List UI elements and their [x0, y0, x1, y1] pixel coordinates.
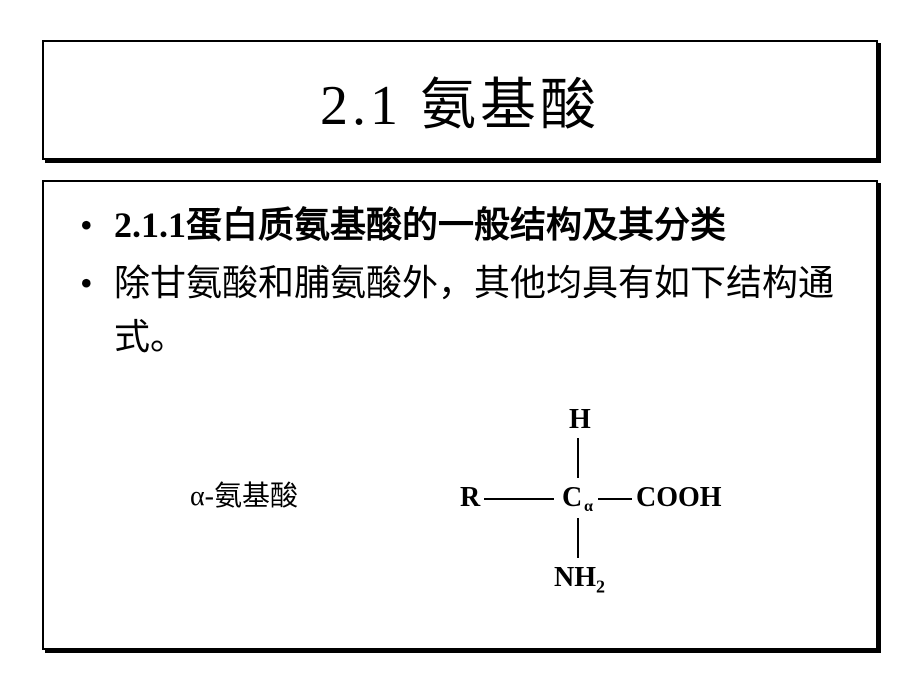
- nh2-main: NH: [554, 562, 596, 593]
- alpha-amino-acid-label: α-氨基酸: [190, 474, 298, 514]
- chem-c-alpha-sub: α: [584, 498, 593, 516]
- bullet-dot: •: [80, 198, 114, 252]
- diagram-area: α-氨基酸 H R C α COOH NH2: [80, 392, 840, 612]
- content-box: • 2.1.1蛋白质氨基酸的一般结构及其分类 • 除甘氨酸和脯氨酸外，其他均具有…: [42, 180, 878, 650]
- chem-r-group: R: [460, 482, 480, 514]
- chem-c-alpha: C: [562, 482, 582, 514]
- nh2-sub: 2: [596, 577, 605, 597]
- bond-right: [598, 498, 632, 500]
- bullet-dot: •: [80, 256, 114, 310]
- bullet-row-1: • 2.1.1蛋白质氨基酸的一般结构及其分类: [80, 198, 840, 252]
- bullet-1-text: 2.1.1蛋白质氨基酸的一般结构及其分类: [114, 198, 840, 252]
- amino-acid-structure: H R C α COOH NH2: [460, 404, 730, 594]
- bond-top: [577, 438, 579, 478]
- chem-nh2: NH2: [554, 562, 605, 598]
- bond-left: [484, 498, 554, 500]
- chem-cooh: COOH: [636, 482, 722, 514]
- title-box: 2.1 氨基酸: [42, 40, 878, 160]
- chem-h-top: H: [569, 404, 591, 436]
- bullet-2-text: 除甘氨酸和脯氨酸外，其他均具有如下结构通式。: [114, 256, 840, 364]
- bond-bottom: [577, 518, 579, 558]
- bullet-row-2: • 除甘氨酸和脯氨酸外，其他均具有如下结构通式。: [80, 256, 840, 364]
- slide-title: 2.1 氨基酸: [320, 60, 600, 141]
